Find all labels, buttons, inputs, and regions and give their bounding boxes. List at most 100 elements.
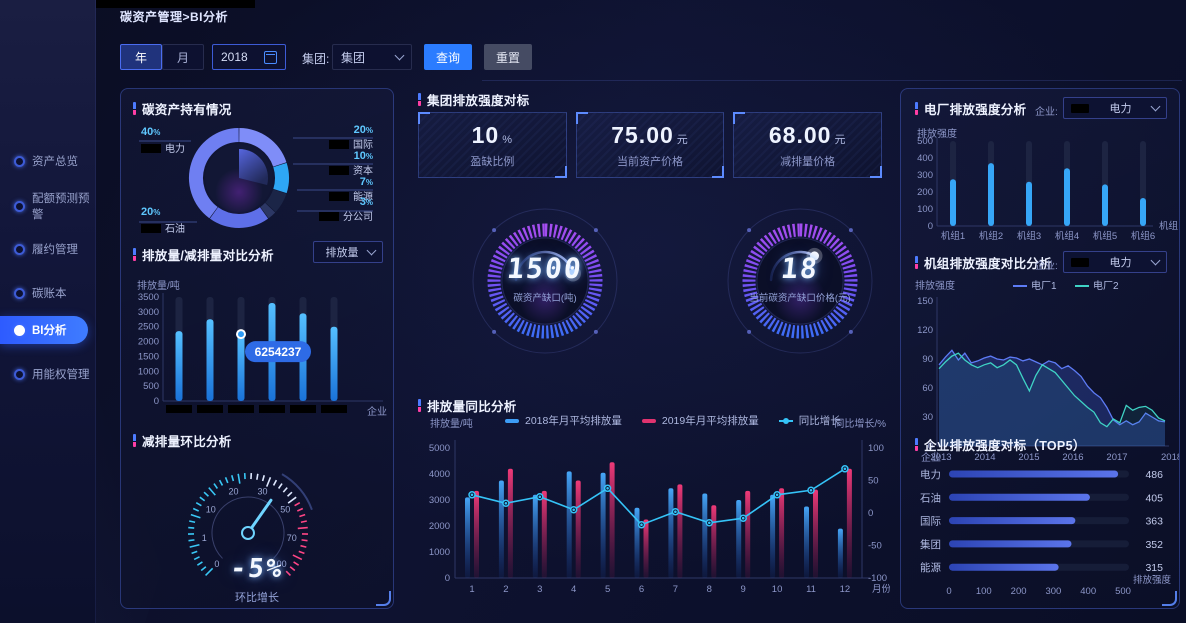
date-picker[interactable]: 2018 — [212, 44, 286, 70]
svg-text:20%: 20% — [141, 206, 160, 218]
svg-text:1: 1 — [202, 533, 207, 543]
row-name: 能源 — [920, 561, 941, 574]
group-filter-label: 集团: — [302, 52, 330, 66]
svg-text:300: 300 — [1045, 586, 1061, 597]
svg-text:0: 0 — [868, 508, 873, 519]
bullet-icon — [14, 243, 25, 255]
chevron-down-icon — [1150, 101, 1161, 112]
calendar-icon — [264, 50, 277, 64]
group-select-value: 集团 — [341, 50, 366, 65]
row-bar-石油 — [949, 493, 1090, 501]
section-title-mom: 减排量环比分析 — [133, 431, 232, 450]
sidebar-item-2[interactable]: 配额预测预警 — [0, 192, 96, 221]
svg-text:电厂1: 电厂1 — [1031, 279, 1057, 292]
emission-type-select[interactable]: 排放量 — [313, 241, 383, 263]
svg-text:电力: 电力 — [165, 142, 185, 155]
group-select[interactable]: 集团 — [332, 44, 412, 70]
svg-text:300: 300 — [917, 170, 933, 181]
bullet-icon — [14, 368, 25, 380]
year-toggle-button[interactable]: 年 — [120, 44, 162, 70]
month-toggle-button[interactable]: 月 — [162, 44, 204, 70]
combo-legend: 2018年月平均排放量 2019年月平均排放量 同比增长 — [505, 413, 841, 428]
svg-text:2017: 2017 — [1106, 452, 1127, 463]
svg-text:企业: 企业 — [367, 405, 387, 418]
emission-bar-chart: 0 500 1000 1500 2000 2500 3000 3500 企业 6254237 — [121, 289, 393, 429]
bullet-icon — [14, 324, 25, 336]
sidebar-item-6[interactable]: 用能权管理 — [0, 360, 96, 388]
query-button[interactable]: 查询 — [424, 44, 472, 70]
gap-price-ring-gauge — [707, 192, 893, 375]
svg-text:0: 0 — [445, 573, 450, 584]
right-panel: 电厂排放强度分析 企业: 电力 排放强度 0 100 200 300 400 500 机组1… — [900, 88, 1186, 609]
sidebar-item-1[interactable]: 资产总览 — [0, 147, 96, 175]
svg-text:0: 0 — [928, 221, 933, 232]
bar-month-6 — [330, 326, 338, 401]
plant-company-select[interactable]: 电力 — [1063, 97, 1167, 119]
svg-text:2014: 2014 — [974, 452, 995, 463]
svg-text:石油: 石油 — [165, 222, 185, 235]
svg-text:90: 90 — [922, 354, 933, 365]
section-title-benchmark: 集团排放强度对标 — [418, 90, 529, 109]
chevron-down-icon — [366, 245, 377, 256]
svg-text:-50: -50 — [868, 541, 882, 552]
svg-text:5000: 5000 — [429, 443, 450, 454]
donut-slice-分公司 — [260, 202, 276, 219]
left-panel: 碳资产持有情况 20% 国际 10% 资本 7% 能源 3% 分公司 20% 石油 40% 电力 排放… — [120, 88, 394, 609]
svg-text:-100: -100 — [868, 573, 887, 584]
svg-text:50: 50 — [280, 505, 290, 515]
yoy-combo-chart: 0 1000 2000 3000 4000 5000 -100 -50 0 50 100 1 2 3 4 5 6… — [420, 432, 892, 609]
kpi-card-3: 68.00 元减排量价格 — [733, 112, 883, 178]
svg-text:10: 10 — [206, 505, 216, 515]
svg-text:1500: 1500 — [138, 351, 159, 362]
svg-text:2000: 2000 — [138, 337, 159, 348]
svg-text:机组: 机组 — [1159, 220, 1179, 232]
svg-text:50: 50 — [868, 476, 879, 487]
redacted-text — [1071, 103, 1089, 113]
redacted-text — [1071, 257, 1089, 267]
unit-line-chart: 排放强度 0 30 60 90 120 150 2013 2014 2015 2016 2017 201… — [901, 277, 1186, 478]
plant-bar-chart: 0 100 200 300 400 500 机组1 机组2 机组3 机组4 机组5 机组6 机组 — [901, 135, 1179, 258]
svg-text:400: 400 — [917, 153, 933, 164]
divider — [482, 80, 1182, 81]
svg-text:月份: 月份 — [872, 583, 890, 595]
svg-text:10: 10 — [772, 584, 783, 595]
plant-y-axis-label: 排放强度 — [917, 129, 957, 140]
svg-text:企业: 企业 — [921, 451, 941, 464]
svg-text:400: 400 — [1080, 586, 1096, 597]
svg-text:8: 8 — [707, 584, 712, 595]
svg-text:0: 0 — [154, 396, 159, 407]
sidebar-item-4[interactable]: 碳账本 — [0, 279, 96, 307]
bullet-icon — [14, 155, 25, 167]
unit-company-select[interactable]: 电力 — [1063, 251, 1167, 273]
svg-text:2013: 2013 — [930, 452, 951, 463]
legend-item-2[interactable]: 2019年月平均排放量 — [641, 413, 759, 428]
title-accent-icon — [915, 256, 918, 269]
title-accent-icon — [915, 438, 918, 451]
svg-text:5: 5 — [605, 584, 610, 595]
svg-text:3: 3 — [537, 584, 542, 595]
kpi-label: 盈缺比例 — [470, 155, 515, 168]
svg-text:机组6: 机组6 — [1131, 230, 1155, 242]
svg-text:2016: 2016 — [1062, 452, 1083, 463]
section-title-yoy: 排放量同比分析 — [418, 396, 517, 415]
svg-text:100: 100 — [272, 559, 287, 569]
sidebar-item-5[interactable]: BI分析 — [0, 316, 88, 344]
svg-text:70: 70 — [287, 533, 297, 543]
svg-text:1000: 1000 — [138, 366, 159, 377]
kpi-card-1: 10% 盈缺比例 — [418, 112, 567, 178]
svg-text:3000: 3000 — [429, 495, 450, 506]
chevron-down-icon — [394, 50, 405, 61]
svg-text:20: 20 — [228, 486, 238, 496]
donut-slice-国际 — [238, 128, 287, 167]
svg-text:150: 150 — [917, 296, 933, 307]
svg-text:9: 9 — [741, 584, 746, 595]
bullet-icon — [14, 287, 25, 299]
legend-item-3[interactable]: 同比增长 — [778, 413, 841, 428]
section-title-top5: 企业排放强度对标（TOP5） — [915, 435, 1086, 454]
reset-button[interactable]: 重置 — [484, 44, 532, 70]
row-value: 405 — [1145, 492, 1163, 504]
legend-item-1[interactable]: 2018年月平均排放量 — [505, 413, 622, 428]
sidebar-item-3[interactable]: 履约管理 — [0, 235, 96, 263]
svg-text:11: 11 — [806, 584, 816, 595]
svg-text:500: 500 — [1115, 586, 1131, 597]
